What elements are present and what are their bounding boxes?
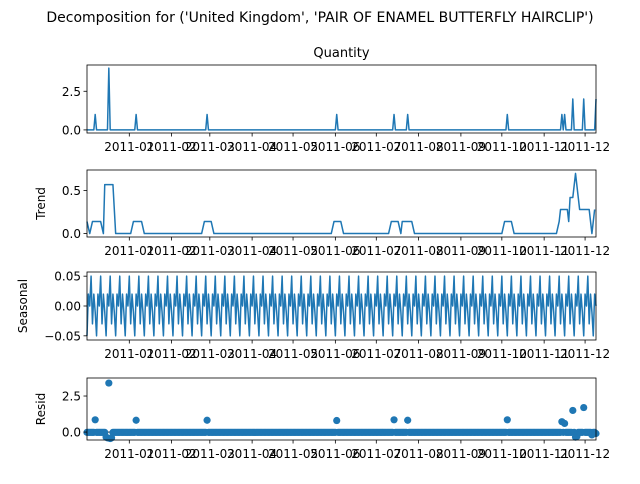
x-tick-label: 2011-10 <box>477 347 527 361</box>
x-tick-label: 2011-03 <box>185 244 235 258</box>
x-tick-label: 2011-03 <box>185 140 235 154</box>
x-tick-label: 2011-08 <box>394 447 444 461</box>
x-tick-label: 2011-01 <box>104 140 154 154</box>
panel-observed: Quantity0.02.52011-012011-022011-032011-… <box>62 46 610 154</box>
seasonal-series-line <box>86 275 597 337</box>
axes-frame <box>86 377 597 441</box>
x-tick-label: 2011-05 <box>268 447 318 461</box>
observed-series-line <box>87 67 597 131</box>
x-tick-label: 2011-07 <box>351 140 401 154</box>
x-tick-label: 2011-10 <box>477 447 527 461</box>
x-tick-label: 2011-11 <box>519 244 569 258</box>
x-tick-label: 2011-11 <box>519 447 569 461</box>
resid-point <box>91 416 99 424</box>
x-tick-label: 2011-10 <box>477 140 527 154</box>
axes-frame <box>86 64 597 134</box>
x-tick-label: 2011-01 <box>104 244 154 258</box>
x-tick-label: 2011-02 <box>147 447 197 461</box>
figure-title: Decomposition for ('United Kingdom', 'PA… <box>46 10 593 26</box>
x-tick-label: 2011-04 <box>227 140 277 154</box>
x-tick-label: 2011-05 <box>268 140 318 154</box>
x-tick-label: 2011-01 <box>104 347 154 361</box>
x-tick-label: 2011-12 <box>560 347 610 361</box>
resid-point <box>333 416 341 425</box>
y-tick-label: 0.00 <box>54 300 81 314</box>
resid-point <box>561 419 569 428</box>
y-axis-label: Resid <box>34 393 48 425</box>
panel-title: Quantity <box>313 46 369 61</box>
x-tick-label: 2011-05 <box>268 347 318 361</box>
x-tick-label: 2011-08 <box>394 347 444 361</box>
x-tick-label: 2011-11 <box>519 140 569 154</box>
x-tick-label: 2011-04 <box>227 447 277 461</box>
x-tick-label: 2011-10 <box>477 244 527 258</box>
x-tick-label: 2011-02 <box>147 244 197 258</box>
y-tick-label: 0.0 <box>62 227 81 241</box>
y-tick-label: 2.5 <box>62 390 81 404</box>
trend-series-line <box>86 172 596 235</box>
y-axis-label: Seasonal <box>16 279 30 333</box>
x-tick-label: 2011-04 <box>227 244 277 258</box>
y-tick-label: −0.05 <box>44 329 81 343</box>
resid-point <box>569 406 577 415</box>
y-tick-label: 0.0 <box>62 426 81 440</box>
resid-point <box>105 379 113 387</box>
x-tick-label: 2011-06 <box>310 244 360 258</box>
x-tick-label: 2011-03 <box>185 447 235 461</box>
x-tick-label: 2011-09 <box>436 347 486 361</box>
x-tick-label: 2011-07 <box>351 244 401 258</box>
panel-seasonal: Seasonal−0.050.000.052011-012011-022011-… <box>16 270 610 361</box>
x-tick-label: 2011-09 <box>436 244 486 258</box>
resid-point <box>390 416 398 424</box>
y-axis-label: Trend <box>34 187 48 221</box>
x-tick-label: 2011-04 <box>227 347 277 361</box>
x-tick-label: 2011-08 <box>394 140 444 154</box>
x-tick-label: 2011-07 <box>351 347 401 361</box>
resid-point <box>203 416 211 424</box>
x-tick-label: 2011-05 <box>268 244 318 258</box>
x-tick-label: 2011-12 <box>560 244 610 258</box>
resid-point <box>503 416 511 424</box>
y-tick-label: 0.5 <box>62 184 81 198</box>
x-tick-label: 2011-08 <box>394 244 444 258</box>
y-tick-label: 0.0 <box>62 123 81 137</box>
x-tick-label: 2011-11 <box>519 347 569 361</box>
panel-trend: Trend0.00.52011-012011-022011-032011-042… <box>34 169 610 258</box>
x-tick-label: 2011-12 <box>560 447 610 461</box>
x-tick-label: 2011-09 <box>436 447 486 461</box>
x-tick-label: 2011-01 <box>104 447 154 461</box>
resid-point <box>404 416 412 424</box>
resid-point <box>580 403 588 412</box>
x-tick-label: 2011-06 <box>310 447 360 461</box>
x-tick-label: 2011-02 <box>147 140 197 154</box>
x-tick-label: 2011-02 <box>147 347 197 361</box>
x-tick-label: 2011-12 <box>560 140 610 154</box>
axes-frame <box>86 169 597 238</box>
x-tick-label: 2011-03 <box>185 347 235 361</box>
x-tick-label: 2011-07 <box>351 447 401 461</box>
x-tick-label: 2011-06 <box>310 347 360 361</box>
panels-group: Quantity0.02.52011-012011-022011-032011-… <box>16 46 610 461</box>
y-tick-label: 0.05 <box>54 270 81 284</box>
x-tick-label: 2011-06 <box>310 140 360 154</box>
y-tick-label: 2.5 <box>62 85 81 99</box>
x-tick-label: 2011-09 <box>436 140 486 154</box>
panel-resid: Resid0.02.52011-012011-022011-032011-042… <box>34 377 610 461</box>
resid-point <box>132 416 140 424</box>
